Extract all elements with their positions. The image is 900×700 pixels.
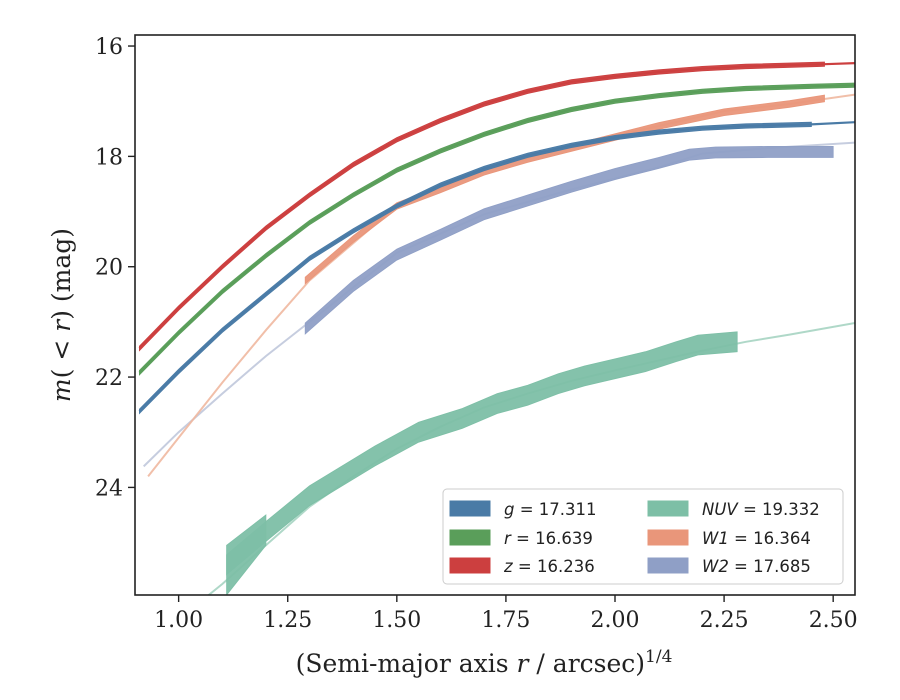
legend-frame [442,488,844,585]
series-layer [138,61,855,595]
series-g-band [138,121,812,415]
series-r-band [138,82,855,376]
legend-swatch [647,557,689,574]
series-nuv [207,322,855,595]
series-z [138,61,855,352]
legend-swatch [647,500,689,517]
legend-entry-w2: W2 = 17.685 [647,557,811,576]
legend-swatch [449,529,491,546]
legend-label: z = 16.236 [503,557,595,576]
legend-entry-nuv: NUV = 19.332 [647,500,820,519]
y-tick-label: 24 [95,476,123,501]
legend-label: r = 16.639 [504,529,593,548]
y-tick-label: 16 [95,35,123,60]
y-axis-label: m( < r) (mag) [47,228,76,402]
series-nuv-band [226,331,738,576]
series-g [138,121,855,415]
x-tick-label: 1.00 [154,608,203,633]
y-tick-label: 22 [95,366,123,391]
legend-entry-r: r = 16.639 [449,529,593,548]
plot-frame [134,34,856,596]
legend-swatch [449,557,491,574]
series-w2-band [304,145,834,335]
y-tick-label: 20 [95,256,123,281]
legend-entry-z: z = 16.236 [449,557,595,576]
x-tick-label: 2.50 [809,608,858,633]
x-tick-label: 1.50 [372,608,421,633]
y-tick-label: 18 [95,145,123,170]
legend-label: NUV = 19.332 [702,500,820,519]
legend: g = 17.311 r = 16.639 z = 16.236 NUV = 19.3… [442,488,844,585]
x-tick-label: 1.75 [481,608,530,633]
legend-swatch [647,529,689,546]
legend-entry-w1: W1 = 16.364 [647,529,811,548]
series-z-band [138,61,825,352]
x-tick-label: 2.00 [591,608,640,633]
legend-label: W2 = 17.685 [702,557,811,576]
series-w2 [143,141,855,468]
legend-label: g = 17.311 [504,500,597,519]
y-axis: 16 18 20 22 24 [95,35,135,501]
series-r [138,82,855,376]
legend-entry-g: g = 17.311 [449,500,597,519]
x-axis: 1.00 1.25 1.50 1.75 2.00 2.25 2.50 [154,595,858,633]
legend-swatch [449,500,491,517]
x-axis-label: (Semi-major axis r / arcsec)1/4 [296,647,673,678]
x-tick-label: 2.25 [700,608,749,633]
legend-label: W1 = 16.364 [702,529,811,548]
series-nuv-band-start [226,514,267,595]
x-tick-label: 1.25 [263,608,312,633]
